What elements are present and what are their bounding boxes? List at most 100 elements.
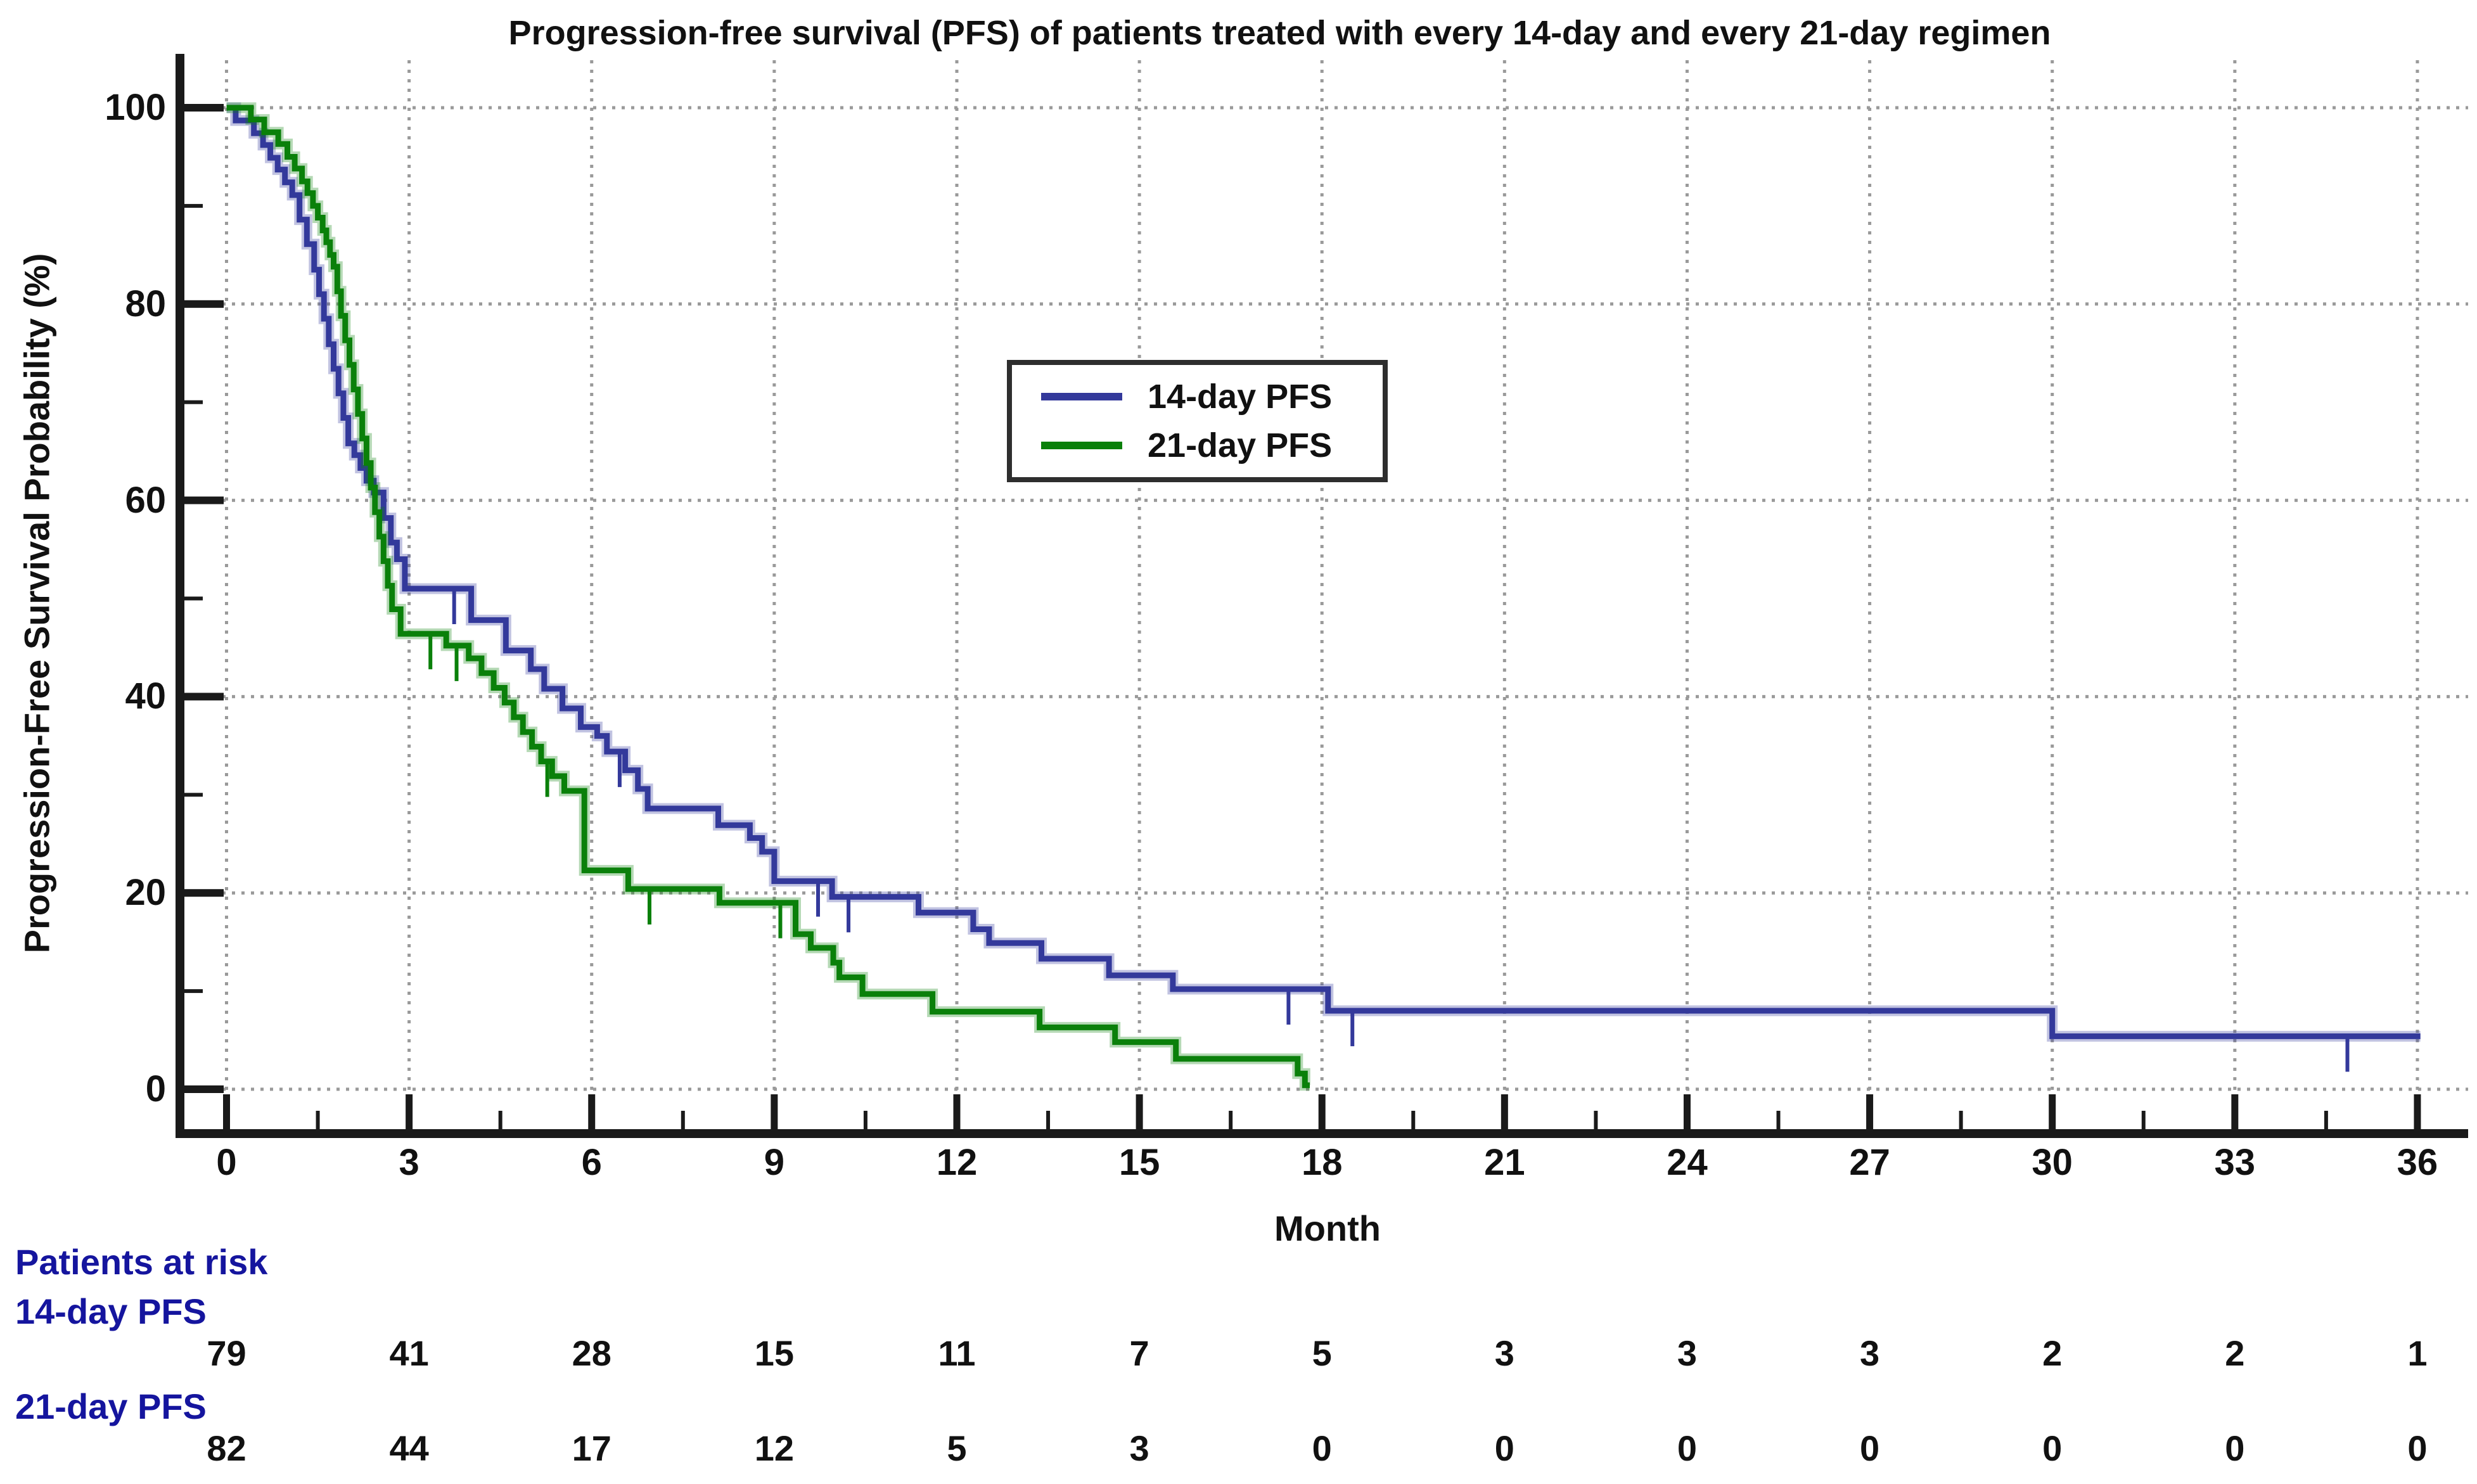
at-risk-count: 7 — [1129, 1333, 1149, 1373]
at-risk-count: 0 — [1677, 1428, 1698, 1468]
y-tick-label: 60 — [125, 479, 166, 521]
at-risk-count: 41 — [389, 1333, 429, 1373]
x-tick-label: 3 — [399, 1142, 419, 1183]
legend-item-21day: 21-day PFS — [1041, 428, 1383, 463]
x-tick-label: 33 — [2214, 1142, 2256, 1183]
at-risk-count: 3 — [1677, 1333, 1698, 1373]
at-risk-count: 3 — [1129, 1428, 1149, 1468]
x-tick-label: 27 — [1849, 1142, 1890, 1183]
x-minor-tick — [1411, 1111, 1416, 1129]
at-risk-row-21day: 82 44 17 12 5 3 0 0 0 0 0 0 0 — [0, 1430, 2477, 1470]
y-minor-tick — [184, 793, 203, 797]
at-risk-count: 0 — [2042, 1428, 2063, 1468]
x-minor-tick — [2324, 1111, 2328, 1129]
at-risk-count: 17 — [572, 1428, 611, 1468]
y-minor-tick — [184, 989, 203, 994]
x-minor-tick — [681, 1111, 685, 1129]
at-risk-count: 1 — [2407, 1333, 2428, 1373]
at-risk-count: 2 — [2042, 1333, 2063, 1373]
y-tick-label: 80 — [125, 283, 166, 324]
x-major-tick — [1501, 1094, 1508, 1129]
at-risk-count: 0 — [1860, 1428, 1880, 1468]
x-minor-tick — [863, 1111, 867, 1129]
legend-swatch-21day-icon — [1041, 442, 1122, 450]
x-tick-label: 15 — [1118, 1142, 1160, 1183]
at-risk-count: 82 — [207, 1428, 246, 1468]
km-curve-14-day-pfs — [226, 105, 2421, 1039]
at-risk-group-label-14day: 14-day PFS — [15, 1291, 207, 1331]
x-tick-label: 9 — [764, 1142, 784, 1183]
chart-title: Progression-free survival (PFS) of patie… — [508, 14, 2051, 52]
y-major-tick — [184, 104, 224, 112]
at-risk-count: 3 — [1860, 1333, 1880, 1373]
at-risk-group-label-21day: 21-day PFS — [15, 1386, 207, 1426]
at-risk-count: 0 — [2225, 1428, 2245, 1468]
legend-label-21day: 21-day PFS — [1148, 426, 1333, 465]
x-major-tick — [771, 1094, 778, 1129]
x-minor-tick — [498, 1111, 502, 1129]
y-major-tick — [184, 496, 224, 504]
at-risk-count: 0 — [1494, 1428, 1514, 1468]
x-major-tick — [2414, 1094, 2421, 1129]
x-tick-label: 0 — [216, 1142, 237, 1183]
x-tick-label: 30 — [2032, 1142, 2073, 1183]
x-minor-tick — [1959, 1111, 1963, 1129]
at-risk-header: Patients at risk — [15, 1242, 268, 1282]
y-minor-tick — [184, 596, 203, 601]
x-minor-tick — [2141, 1111, 2146, 1129]
at-risk-count: 3 — [1494, 1333, 1514, 1373]
at-risk-row-14day: 79 41 28 15 11 7 5 3 3 3 2 2 1 — [0, 1334, 2477, 1375]
x-axis-line — [176, 1129, 2468, 1138]
at-risk-count: 5 — [947, 1428, 967, 1468]
y-tick-label: 20 — [125, 872, 166, 914]
at-risk-count: 44 — [389, 1428, 429, 1468]
at-risk-count: 11 — [938, 1333, 976, 1373]
x-axis-title: Month — [1274, 1208, 1381, 1248]
at-risk-count: 28 — [572, 1333, 611, 1373]
legend-item-14day: 14-day PFS — [1041, 379, 1383, 414]
y-major-tick — [184, 889, 224, 897]
x-major-tick — [223, 1094, 230, 1129]
x-tick-label: 6 — [581, 1142, 602, 1183]
x-major-tick — [588, 1094, 596, 1129]
x-tick-label: 24 — [1667, 1142, 1708, 1183]
at-risk-count: 0 — [1312, 1428, 1332, 1468]
x-minor-tick — [1594, 1111, 1598, 1129]
y-tick-label: 0 — [145, 1068, 166, 1110]
x-major-tick — [1866, 1094, 1874, 1129]
x-minor-tick — [316, 1111, 320, 1129]
y-major-tick — [184, 1085, 224, 1093]
x-minor-tick — [1229, 1111, 1233, 1129]
x-minor-tick — [1776, 1111, 1781, 1129]
x-tick-label: 21 — [1484, 1142, 1525, 1183]
x-major-tick — [2231, 1094, 2239, 1129]
legend-label-14day: 14-day PFS — [1148, 377, 1333, 416]
y-tick-label: 100 — [105, 87, 166, 128]
x-tick-label: 36 — [2397, 1142, 2438, 1183]
km-curve-21-day-pfs-halo — [226, 102, 1310, 1091]
y-major-tick — [184, 300, 224, 308]
x-major-tick — [953, 1094, 961, 1129]
at-risk-count: 2 — [2225, 1333, 2245, 1373]
x-minor-tick — [1046, 1111, 1051, 1129]
legend: 14-day PFS 21-day PFS — [1007, 360, 1388, 482]
y-minor-tick — [184, 400, 203, 404]
x-tick-label: 18 — [1301, 1142, 1343, 1183]
at-risk-count: 79 — [207, 1333, 246, 1373]
km-curve-21-day-pfs — [226, 105, 1310, 1089]
x-major-tick — [1318, 1094, 1326, 1129]
at-risk-count: 12 — [754, 1428, 794, 1468]
y-major-tick — [184, 693, 224, 701]
at-risk-count: 0 — [2407, 1428, 2428, 1468]
y-tick-label: 40 — [125, 675, 166, 717]
x-major-tick — [2049, 1094, 2056, 1129]
at-risk-count: 5 — [1312, 1333, 1332, 1373]
legend-swatch-14day-icon — [1041, 392, 1122, 400]
x-major-tick — [1683, 1094, 1691, 1129]
x-major-tick — [406, 1094, 413, 1129]
x-tick-label: 12 — [936, 1142, 978, 1183]
at-risk-count: 15 — [754, 1333, 794, 1373]
x-major-tick — [1136, 1094, 1143, 1129]
